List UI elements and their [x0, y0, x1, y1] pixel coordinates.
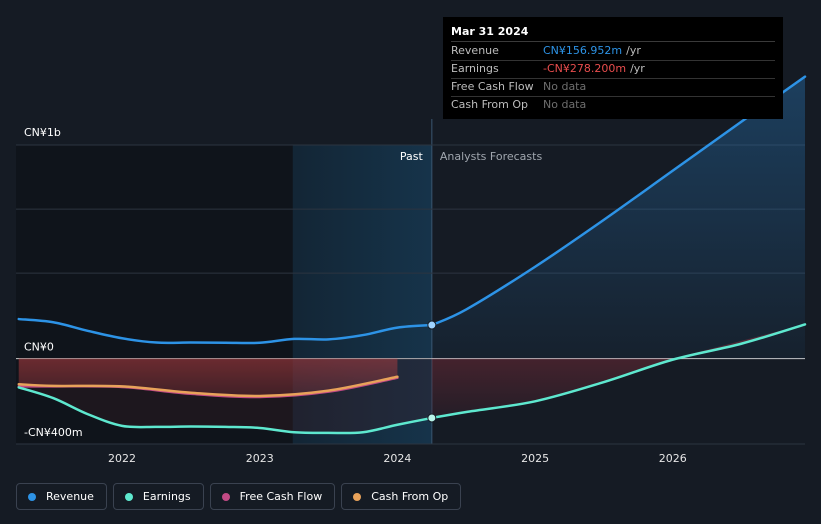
legend-item-free-cash-flow[interactable]: Free Cash Flow: [209, 483, 336, 510]
tooltip-date: Mar 31 2024: [451, 24, 775, 42]
tooltip-row-free-cash-flow: Free Cash Flow No data: [451, 79, 775, 97]
legend-label: Earnings: [142, 490, 191, 503]
cash-from-op-line: [17, 375, 399, 398]
legend-item-cash-from-op[interactable]: Cash From Op: [341, 483, 462, 510]
legend-dot-icon: [353, 492, 362, 501]
cash-flow-area: [18, 358, 398, 396]
tooltip-label: Revenue: [451, 44, 499, 57]
revenue-forecast-line: [430, 75, 807, 327]
revenue-line: [17, 317, 434, 345]
tooltip-unit: /yr: [630, 62, 645, 75]
x-tick-label: 2025: [521, 452, 549, 465]
legend-dot-icon: [221, 492, 230, 501]
legend-item-revenue[interactable]: Revenue: [16, 483, 107, 510]
tooltip-label: Earnings: [451, 62, 499, 75]
tooltip: Mar 31 2024 Revenue CN¥156.952m /yr Earn…: [443, 17, 783, 119]
tooltip-value: No data: [543, 98, 587, 111]
tooltip-label: Free Cash Flow: [451, 80, 534, 93]
tooltip-label: Cash From Op: [451, 98, 529, 111]
x-tick-label: 2026: [659, 452, 687, 465]
x-tick-label: 2023: [246, 452, 274, 465]
tooltip-value: CN¥156.952m: [543, 44, 623, 57]
forecast-label: Analysts Forecasts: [440, 150, 543, 163]
x-tick-label: 2024: [383, 452, 411, 465]
tooltip-value: No data: [543, 80, 587, 93]
legend-label: Free Cash Flow: [239, 490, 323, 503]
y-axis-label: CN¥0: [24, 341, 54, 354]
tooltip-unit: /yr: [626, 44, 641, 57]
earnings-line: [17, 386, 434, 435]
tooltip-row-cash-from-op: Cash From Op No data: [451, 97, 775, 114]
legend-label: Cash From Op: [371, 490, 449, 503]
revenue-forecast-area: [431, 76, 805, 359]
earnings-point: [427, 413, 437, 423]
legend: Revenue Earnings Free Cash Flow Cash Fro…: [16, 483, 462, 510]
tooltip-row-revenue: Revenue CN¥156.952m /yr: [451, 43, 775, 61]
earnings-forecast-line: [430, 323, 807, 420]
x-tick-label: 2022: [108, 452, 136, 465]
legend-label: Revenue: [46, 490, 94, 503]
y-axis-label: CN¥1b: [24, 126, 61, 139]
revenue-point: [427, 320, 437, 330]
legend-dot-icon: [124, 492, 133, 501]
y-axis-label: -CN¥400m: [24, 426, 83, 439]
earnings-forecast-area: [431, 324, 805, 418]
past-label: Past: [400, 150, 424, 163]
legend-item-earnings[interactable]: Earnings: [112, 483, 204, 510]
tooltip-row-earnings: Earnings -CN¥278.200m /yr: [451, 61, 775, 79]
tooltip-value: -CN¥278.200m: [543, 62, 627, 75]
legend-dot-icon: [28, 492, 36, 501]
